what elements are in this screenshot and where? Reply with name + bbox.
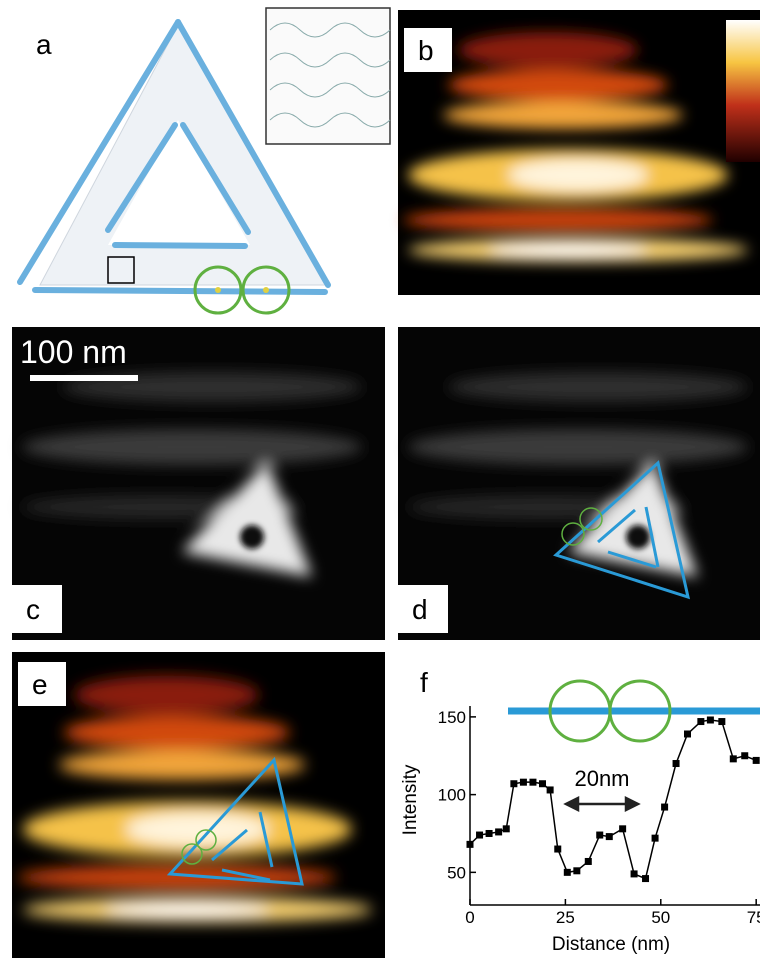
data-point [718, 718, 725, 725]
data-point [495, 828, 502, 835]
panel-label: e [32, 669, 48, 700]
data-point [631, 870, 638, 877]
panel-b: b [398, 10, 760, 295]
data-point [697, 718, 704, 725]
data-point [606, 833, 613, 840]
data-point [707, 716, 714, 723]
data-point [467, 841, 474, 848]
data-point [741, 752, 748, 759]
data-point [547, 786, 554, 793]
data-point [486, 830, 493, 837]
panel-label: c [26, 594, 40, 625]
y-tick-label: 50 [447, 863, 466, 882]
scale-bar [30, 375, 138, 381]
afm-image [398, 327, 760, 640]
afm-image [12, 327, 385, 640]
panel-label: d [412, 594, 428, 625]
panel-label: f [420, 667, 428, 698]
marker-dot [215, 287, 221, 293]
helix-inset [266, 8, 390, 144]
panel-a: a [20, 8, 390, 313]
data-point [596, 832, 603, 839]
profile-line [470, 720, 756, 879]
panel-label: a [36, 29, 52, 60]
marker-dot [263, 287, 269, 293]
data-point [753, 757, 760, 764]
heat-image [398, 10, 760, 295]
data-point [661, 804, 668, 811]
data-point [673, 760, 680, 767]
y-tick-label: 100 [438, 786, 466, 805]
data-point [520, 779, 527, 786]
x-tick-label: 0 [465, 908, 474, 927]
panel-d: d [398, 327, 760, 640]
panel-e: e [12, 652, 385, 958]
distance-arrow [566, 798, 638, 810]
data-point [539, 780, 546, 787]
y-axis-label: Intensity [400, 764, 421, 835]
colorbar [726, 20, 760, 162]
figure: a b 100 nm c [0, 0, 760, 958]
x-axis-label: Distance (nm) [552, 934, 670, 955]
annotation: 20nm [574, 766, 629, 791]
page: {"panel_labels": ["a", "b", "c", "d", "e… [0, 0, 760, 958]
data-point [652, 835, 659, 842]
data-point [619, 825, 626, 832]
data-point [476, 832, 483, 839]
data-point [585, 858, 592, 865]
x-tick-label: 75 [747, 908, 760, 927]
data-point [529, 779, 536, 786]
data-point [554, 846, 561, 853]
scale-bar-label: 100 nm [20, 334, 127, 370]
data-point [642, 875, 649, 882]
data-point [573, 867, 580, 874]
heat-frame [12, 652, 385, 958]
panel-c: 100 nm c [12, 327, 385, 640]
x-tick-label: 25 [556, 908, 575, 927]
data-point [684, 730, 691, 737]
data-point [730, 755, 737, 762]
data-point [510, 780, 517, 787]
data-point [564, 869, 571, 876]
y-tick-label: 150 [438, 708, 466, 727]
panel-f: f 20nm Distance (nm) Intensity 50 100 150 0… [400, 667, 760, 955]
panel-label: b [418, 35, 434, 66]
data-point [503, 825, 510, 832]
x-tick-label: 50 [651, 908, 670, 927]
